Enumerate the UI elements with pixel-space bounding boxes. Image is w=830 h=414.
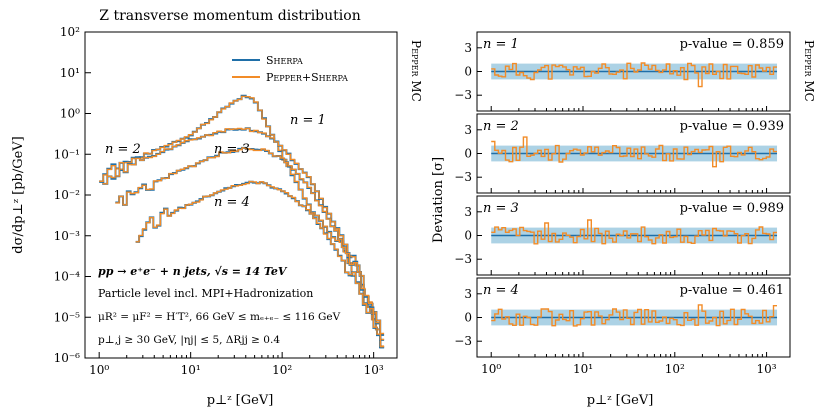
spectrum-x-axis-title: p⊥ᶻ [GeV]: [207, 393, 274, 408]
deviation-y-tick-label: 3: [464, 287, 472, 301]
spectrum-y-tick-label: 10⁰: [60, 107, 80, 121]
annotation-process: pp → e⁺e⁻ + n jets, √s = 14 TeV: [98, 265, 288, 278]
side-label-pepper-mc-right: Pepper MC: [802, 40, 816, 102]
spectrum-y-tick-label: 10⁻¹: [54, 147, 80, 161]
deviation-subpanel-4: 3 0 −3 10⁰ 10¹ 10² 10³ n = 4 p-value = 0.461: [454, 277, 791, 376]
side-label-pepper-mc-left: Pepper MC: [409, 40, 423, 102]
series-label-n4: n = 4: [214, 195, 250, 210]
deviation-series-pepper: [491, 304, 777, 327]
spectrum-y-tick-label: 10²: [60, 25, 80, 39]
series-line-pepper-1: [99, 95, 385, 347]
series-label-n3: n = 3: [214, 142, 250, 157]
deviation-pvalue-label: p-value = 0.939: [680, 119, 784, 134]
deviation-x-tick-label: 10²: [665, 362, 685, 376]
legend-label-pepper: Pepper+Sherpa: [266, 71, 348, 84]
deviation-subpanel-1: 3 0 −3 n = 1 p-value = 0.859: [454, 31, 791, 112]
deviation-series-pepper: [491, 62, 777, 88]
series-line-pepper-3: [115, 147, 385, 335]
series-line-pepper-4: [135, 180, 385, 348]
deviation-y-axis-title: Deviation [σ]: [431, 157, 446, 243]
deviation-y-tick-label: 0: [464, 229, 472, 243]
deviation-y-tick-label: −3: [454, 170, 472, 184]
deviation-n-label: n = 2: [483, 119, 519, 134]
deviation-x-tick-label: 10³: [757, 362, 777, 376]
series-line-sherpa-1: [99, 94, 385, 349]
spectrum-y-tick-label: 10⁻⁴: [54, 270, 81, 284]
deviation-pvalue-label: p-value = 0.989: [680, 201, 784, 216]
deviation-pvalue-label: p-value = 0.859: [680, 37, 784, 52]
annotation-level: Particle level incl. MPI+Hadronization: [98, 287, 313, 300]
chart-title: Z transverse momentum distribution: [99, 8, 360, 24]
deviation-y-tick-label: 3: [464, 41, 472, 55]
series-label-n1: n = 1: [290, 113, 326, 128]
annotation-cuts: p⊥,j ≥ 30 GeV, |ηj| ≤ 5, ΔRjj ≥ 0.4: [98, 334, 280, 347]
spectrum-x-tick-label: 10³: [364, 363, 384, 377]
annotation-scales: μR² = μF² = H′T², 66 GeV ≤ mₑ₊ₑ₋ ≤ 116 G…: [98, 311, 341, 323]
spectrum-ticks: 10⁰ 10¹ 10² 10³ 10⁻⁶ 10⁻⁵ 10⁻⁴ 10⁻³ 10⁻² 10⁻¹ 10⁰ 1…: [54, 25, 384, 377]
deviation-y-tick-label: −3: [454, 334, 472, 348]
deviation-n-label: n = 3: [483, 201, 519, 216]
deviation-series-pepper: [491, 136, 777, 168]
spectrum-x-tick-label: 10⁰: [89, 363, 109, 377]
spectrum-y-tick-label: 10⁻⁵: [54, 310, 81, 324]
spectrum-y-tick-label: 10⁻²: [54, 188, 81, 202]
deviation-y-tick-label: −3: [454, 88, 472, 102]
deviation-x-tick-label: 10¹: [573, 362, 593, 376]
deviation-y-tick-label: 0: [464, 311, 472, 325]
deviation-y-tick-label: 0: [464, 65, 472, 79]
deviation-y-tick-label: −3: [454, 252, 472, 266]
spectrum-panel: Z transverse momentum distribution 10⁰ 10…: [11, 8, 423, 408]
spectrum-y-tick-label: 10⁻³: [54, 229, 81, 243]
deviation-subpanel-2: 3 0 −3 n = 2 p-value = 0.939: [454, 113, 791, 194]
deviation-y-tick-label: 3: [464, 123, 472, 137]
deviation-series-pepper: [491, 219, 777, 245]
spectrum-y-tick-label: 10¹: [60, 66, 80, 80]
deviation-subpanels: 3 0 −3 n = 1 p-value = 0.859 3 0 −3 n = 2 p-value…: [454, 31, 791, 376]
spectrum-y-axis-title: dσ/dp⊥ᶻ [pb/GeV]: [11, 136, 26, 254]
spectrum-x-tick-label: 10¹: [181, 363, 201, 377]
deviation-subpanel-3: 3 0 −3 n = 3 p-value = 0.989: [454, 195, 791, 276]
spectrum-y-tick-label: 10⁻⁶: [54, 351, 81, 365]
legend-label-sherpa: Sherpa: [266, 54, 303, 67]
deviation-y-tick-label: 0: [464, 147, 472, 161]
spectrum-x-tick-label: 10²: [272, 363, 292, 377]
deviation-x-tick-label: 10⁰: [481, 362, 501, 376]
deviation-pvalue-label: p-value = 0.461: [680, 283, 784, 298]
deviation-n-label: n = 4: [483, 283, 519, 298]
deviation-x-axis-title: p⊥ᶻ [GeV]: [587, 393, 654, 408]
legend: Sherpa Pepper+Sherpa: [232, 54, 348, 84]
deviation-n-label: n = 1: [483, 37, 519, 52]
deviation-panel: 3 0 −3 n = 1 p-value = 0.859 3 0 −3 n = 2 p-value…: [431, 31, 816, 408]
spectrum-series: [99, 94, 385, 349]
series-label-n2: n = 2: [105, 142, 141, 157]
deviation-y-tick-label: 3: [464, 205, 472, 219]
